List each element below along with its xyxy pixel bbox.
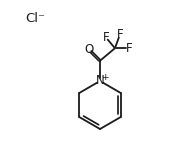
Text: F: F <box>116 28 123 41</box>
Text: O: O <box>84 43 94 56</box>
Text: Cl⁻: Cl⁻ <box>25 12 46 24</box>
Text: F: F <box>102 31 109 44</box>
Text: N: N <box>96 75 104 87</box>
Text: +: + <box>101 73 108 82</box>
Text: F: F <box>126 42 132 55</box>
